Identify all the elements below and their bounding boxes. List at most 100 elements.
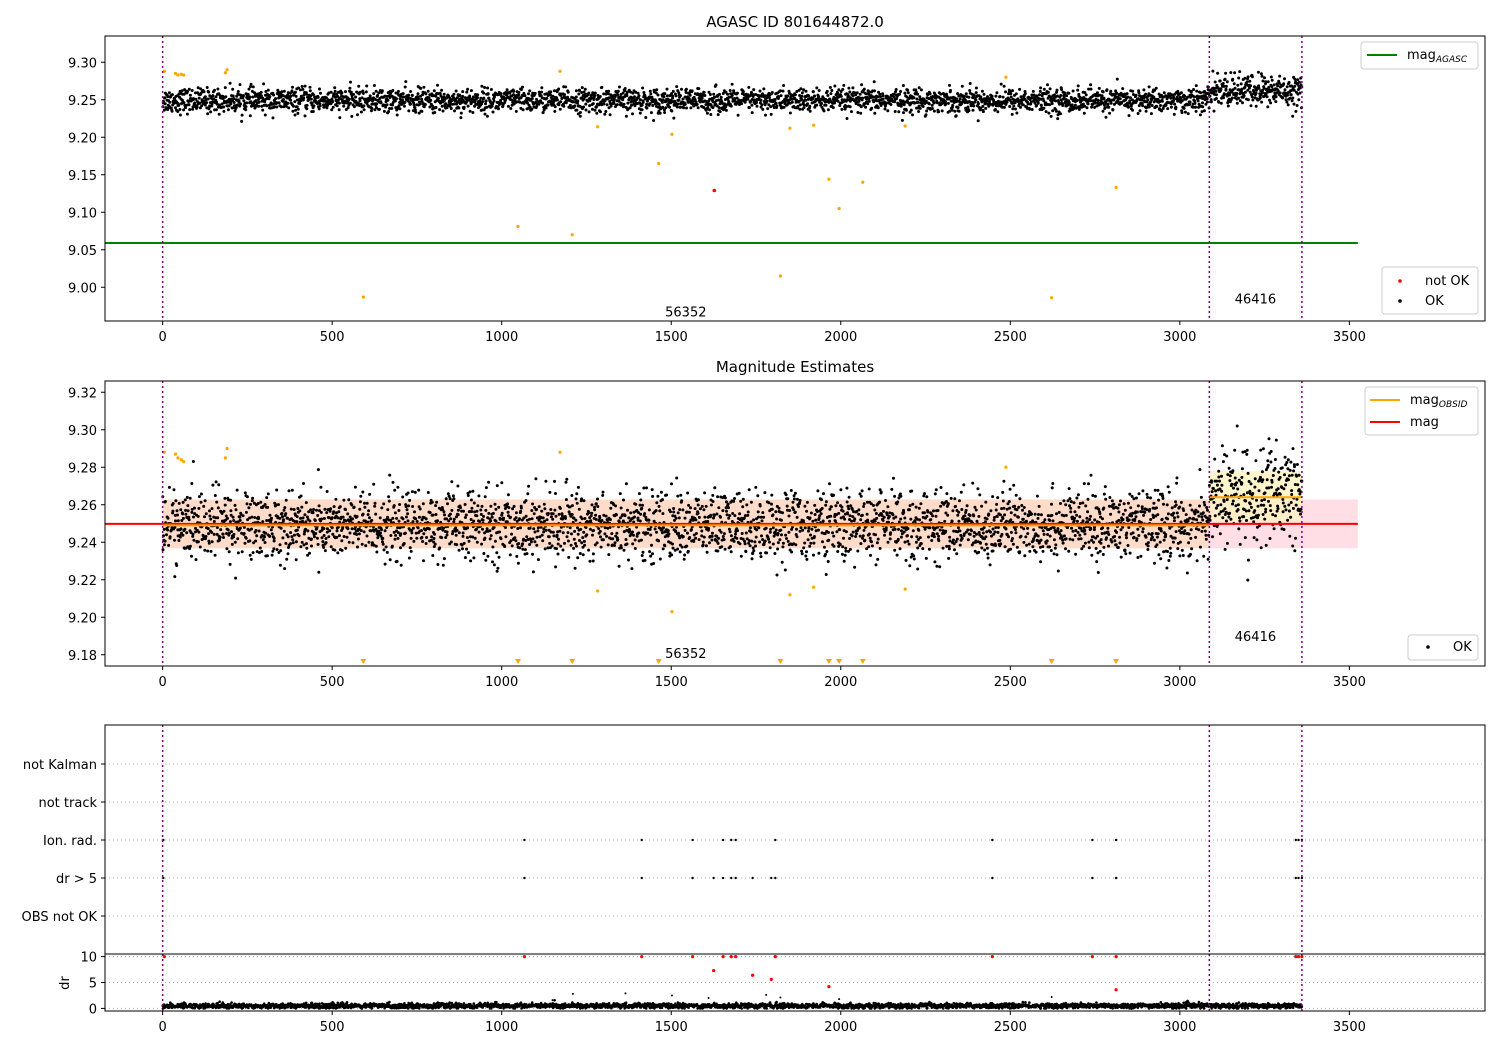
data-point-flagged: [670, 133, 673, 136]
data-point-ok: [329, 507, 332, 510]
data-point-ok: [939, 93, 942, 96]
data-point-ok: [257, 517, 260, 520]
data-point-ok: [291, 489, 294, 492]
data-point-ok: [554, 492, 557, 495]
data-point-ok: [470, 499, 473, 502]
data-point-ok: [481, 528, 484, 531]
data-point-ok: [852, 94, 855, 97]
data-point-ok: [559, 507, 562, 510]
data-point-ok: [384, 529, 387, 532]
data-point-ok: [965, 92, 968, 95]
data-point-ok: [331, 533, 334, 536]
data-point-ok: [697, 106, 700, 109]
data-point-ok: [1255, 92, 1258, 95]
data-point-ok: [232, 533, 235, 536]
data-point-ok: [476, 96, 479, 99]
data-point-ok: [390, 107, 393, 110]
data-point-ok: [859, 93, 862, 96]
data-point-ok: [197, 540, 200, 543]
data-point-ok: [947, 102, 950, 105]
data-point-ok: [458, 94, 461, 97]
data-point-ok: [774, 98, 777, 101]
data-point-ok: [312, 511, 315, 514]
x-tick-label: 500: [320, 675, 345, 690]
data-point-ok: [192, 533, 195, 536]
data-point-ok: [575, 96, 578, 99]
data-point-ok: [326, 527, 329, 530]
data-point-ok: [332, 510, 335, 513]
data-point-ok: [1199, 113, 1202, 116]
data-point-ok: [246, 495, 249, 498]
y-tick-label: 9.25: [68, 94, 97, 109]
data-point-ok: [607, 543, 610, 546]
data-point-ok: [247, 506, 250, 509]
data-point-ok: [590, 512, 593, 515]
legend-label-sub: AGASC: [1435, 55, 1468, 65]
data-point-ok: [200, 493, 203, 496]
data-point-ok: [638, 94, 641, 97]
data-point-ok: [164, 540, 167, 543]
data-point-ok: [610, 532, 613, 535]
data-point-ok: [225, 547, 228, 550]
data-point-ok: [279, 543, 282, 546]
y-tick-label: 9.05: [68, 244, 97, 259]
data-point-ok: [467, 551, 470, 554]
data-point-ok: [1192, 88, 1195, 91]
data-point-ok: [439, 92, 442, 95]
data-point-ok: [432, 514, 435, 517]
data-point-ok: [210, 550, 213, 553]
data-point-ok: [304, 114, 307, 117]
data-point-ok: [648, 550, 651, 553]
data-point-ok: [442, 110, 445, 113]
data-point-ok: [609, 113, 612, 116]
data-point-ok: [829, 86, 832, 89]
data-point-ok: [1231, 97, 1234, 100]
data-point-ok: [182, 101, 185, 104]
data-point-ok: [369, 94, 372, 97]
data-point-ok: [615, 532, 618, 535]
data-point-ok: [375, 551, 378, 554]
data-point-ok: [591, 108, 594, 111]
data-point-ok: [422, 532, 425, 535]
data-point-ok: [179, 114, 182, 117]
data-point-ok: [259, 501, 262, 504]
data-point-ok: [588, 104, 591, 107]
data-point-ok: [492, 512, 495, 515]
data-point-ok: [391, 517, 394, 520]
data-point-ok: [403, 542, 406, 545]
data-point-ok: [413, 510, 416, 513]
data-point-ok: [1293, 103, 1296, 106]
data-point-ok: [215, 480, 218, 483]
data-point-ok: [809, 110, 812, 113]
data-point-ok: [599, 530, 602, 533]
data-point-ok: [641, 108, 644, 111]
data-point-ok: [903, 92, 906, 95]
data-point-ok: [677, 532, 680, 535]
data-point-ok: [501, 512, 504, 515]
data-point-ok: [258, 101, 261, 104]
data-point-ok: [380, 101, 383, 104]
data-point-ok: [489, 537, 492, 540]
data-point-ok: [233, 101, 236, 104]
data-point-ok: [304, 85, 307, 88]
data-point-ok: [204, 499, 207, 502]
data-point-ok: [171, 93, 174, 96]
data-point-ok: [1258, 87, 1261, 90]
data-point-ok: [298, 534, 301, 537]
data-point-ok: [931, 107, 934, 110]
data-point-ok: [486, 555, 489, 558]
data-point-ok: [370, 519, 373, 522]
data-point-ok: [241, 550, 244, 553]
data-point-ok: [1065, 94, 1068, 97]
data-point-ok: [685, 88, 688, 91]
data-point-ok: [1246, 80, 1249, 83]
data-point-ok: [295, 520, 298, 523]
data-point-ok: [685, 107, 688, 110]
data-point-ok: [461, 95, 464, 98]
data-point-flagged: [596, 125, 599, 128]
data-point-ok: [1201, 101, 1204, 104]
data-point-ok: [562, 531, 565, 534]
data-point-ok: [496, 484, 499, 487]
data-point-ok: [975, 91, 978, 94]
data-point-ok: [336, 529, 339, 532]
